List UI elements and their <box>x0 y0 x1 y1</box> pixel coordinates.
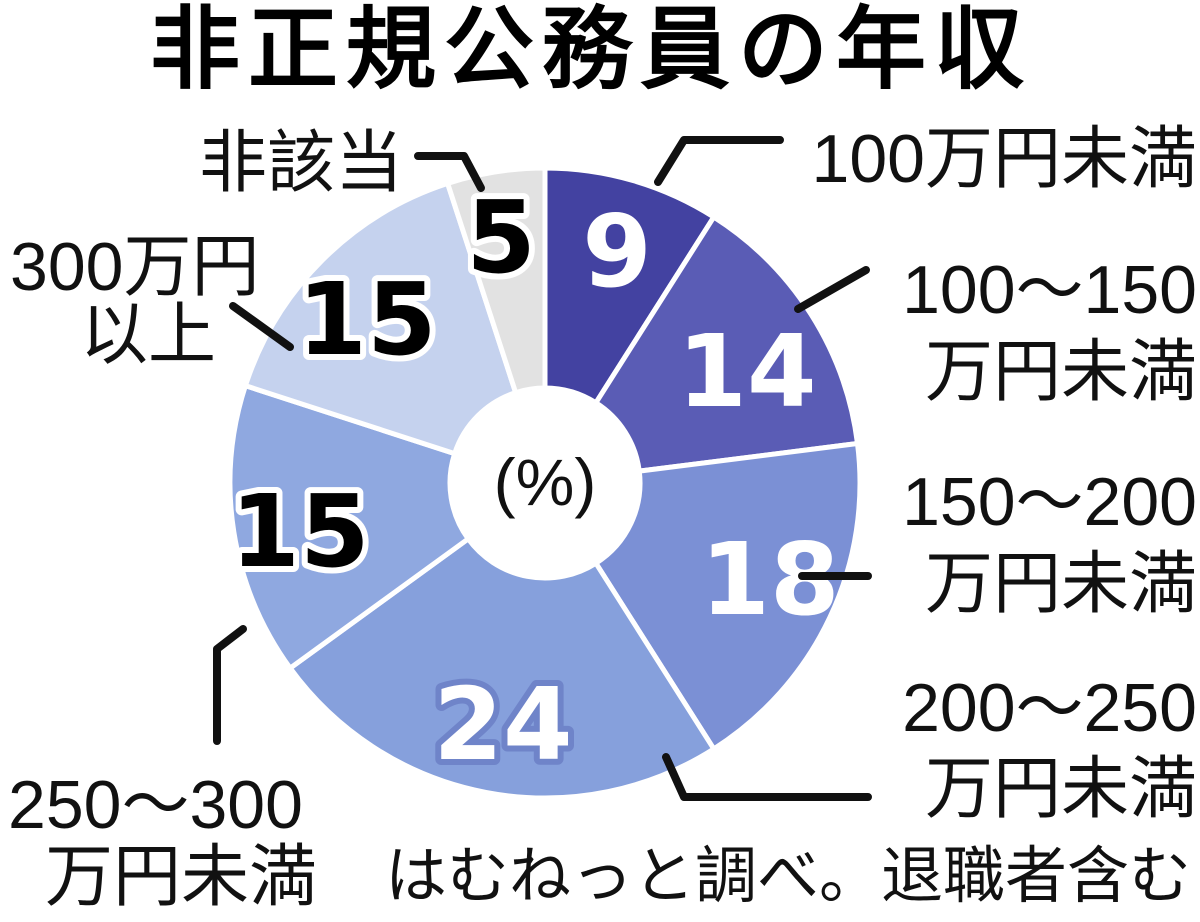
callout-300-plus-line1: 300万円 <box>10 229 259 305</box>
callout-100-150-line1: 100〜150 <box>902 252 1197 328</box>
leader-under-100-line <box>654 136 784 186</box>
leader-200-250-line <box>662 753 872 801</box>
pie-slice-4 <box>287 536 717 801</box>
leader-not-applicable-line <box>414 152 485 192</box>
pie-slice-3 <box>593 441 863 752</box>
callout-200-250-line1: 200〜250 <box>902 670 1197 746</box>
leader-100-150-line <box>794 266 870 313</box>
callout-150-200-line1: 150〜200 <box>902 464 1197 540</box>
callout-250-300-line2: 万円未満 <box>45 839 317 915</box>
slice-value-7: 5 <box>466 179 536 296</box>
slice-value-4: 24 <box>433 666 572 783</box>
slice-value-5: 15 <box>230 473 369 590</box>
slice-value-2: 14 <box>677 313 816 430</box>
pie-slice-1 <box>542 165 717 406</box>
callout-200-250-line2: 万円未満 <box>925 751 1197 827</box>
pie-slice-2 <box>593 214 861 474</box>
callout-150-200-line2: 万円未満 <box>925 546 1197 622</box>
leader-250-300-line <box>213 625 247 745</box>
pie-slice-5 <box>227 383 471 671</box>
chart-title: 非正規公務員の年収 <box>150 0 1032 100</box>
callout-not-applicable: 非該当 <box>199 125 403 201</box>
callout-100-150-line2: 万円未満 <box>925 334 1197 410</box>
callout-250-300-line1: 250〜300 <box>8 767 303 843</box>
slice-value-1: 9 <box>582 193 652 310</box>
slice-value-6: 15 <box>297 261 436 378</box>
center-unit-label: (%) <box>494 445 597 519</box>
leader-300-plus-line <box>229 302 294 351</box>
source-note: はむねっと調べ。退職者含む <box>385 839 1191 912</box>
callout-under-100: 100万円未満 <box>812 121 1197 197</box>
callout-300-plus-line2: 以上 <box>80 297 216 373</box>
pie-slice-6 <box>242 180 519 457</box>
